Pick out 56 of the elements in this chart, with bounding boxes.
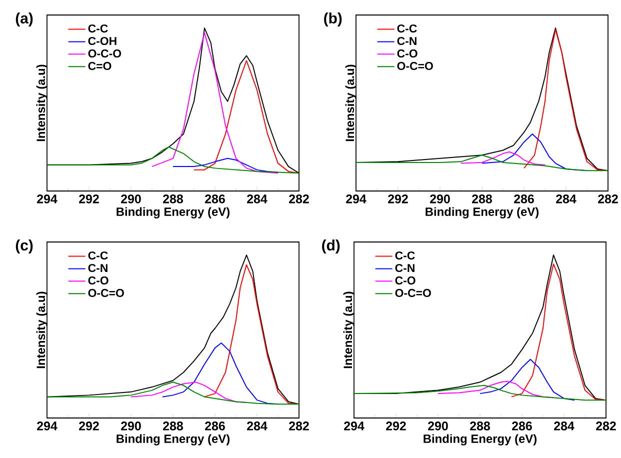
legend-label: C-O [397, 49, 418, 58]
x-tick-label: 290 [121, 422, 141, 430]
legend-label: C-O [88, 276, 108, 285]
y-axis-title: Intensity (a.u) [345, 64, 356, 142]
x-tick-label: 286 [205, 194, 225, 204]
legend-label: C-O [395, 276, 416, 285]
x-tick-label: 282 [598, 194, 618, 204]
legend-label: C-N [395, 264, 414, 272]
legend-label: C=O [88, 62, 112, 70]
x-tick-label: 288 [163, 194, 184, 204]
x-tick-label: 294 [346, 194, 366, 204]
chart-title: (b) [324, 12, 342, 26]
chart-title: (c) [16, 240, 33, 254]
x-tick-label: 294 [37, 422, 58, 430]
x-axis-title: Binding Energy (eV) [116, 434, 230, 446]
y-axis-title: Intensity (a.u) [36, 64, 48, 142]
x-tick-label: 294 [37, 194, 58, 204]
x-tick-label: 284 [554, 422, 574, 430]
x-tick-label: 292 [79, 422, 99, 430]
x-tick-label: 288 [472, 194, 492, 204]
x-tick-label: 288 [163, 422, 184, 430]
chart-title: (d) [322, 240, 340, 254]
x-tick-label: 282 [289, 194, 309, 204]
legend-label: O-C-O [88, 49, 122, 58]
legend-label: O-C=O [395, 288, 431, 298]
x-tick-label: 288 [470, 422, 490, 430]
x-axis-title: Binding Energy (eV) [116, 207, 230, 218]
legend-label: C-N [88, 264, 108, 272]
x-tick-label: 286 [512, 422, 532, 430]
x-tick-label: 292 [386, 422, 406, 430]
legend-label: C-C [88, 24, 108, 33]
x-tick-label: 282 [289, 422, 309, 430]
y-axis-title: Intensity (a.u) [343, 292, 354, 368]
legend-label: C-C [397, 24, 417, 33]
chart-title: (a) [16, 12, 33, 26]
x-tick-label: 294 [344, 422, 364, 430]
x-tick-label: 284 [247, 194, 268, 204]
x-tick-label: 286 [205, 422, 225, 430]
x-axis-title: Binding Energy (eV) [426, 207, 539, 218]
x-tick-label: 290 [121, 194, 141, 204]
legend-label: C-OH [88, 36, 116, 46]
legend-label: O-C=O [88, 288, 124, 298]
x-axis-title: Binding Energy (eV) [424, 434, 537, 446]
x-tick-label: 292 [388, 194, 408, 204]
legend-label: O-C=O [397, 62, 433, 70]
x-tick-label: 290 [430, 194, 450, 204]
x-tick-label: 282 [596, 422, 616, 430]
x-tick-label: 292 [79, 194, 99, 204]
legend-label: C-C [88, 251, 108, 260]
x-tick-label: 284 [247, 422, 268, 430]
x-tick-label: 290 [428, 422, 448, 430]
legend-label: C-N [397, 36, 416, 46]
x-tick-label: 286 [514, 194, 534, 204]
x-tick-label: 284 [556, 194, 576, 204]
legend-label: C-C [395, 251, 415, 260]
y-axis-title: Intensity (a.u) [36, 292, 48, 368]
